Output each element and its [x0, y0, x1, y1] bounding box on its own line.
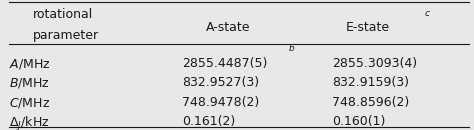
Text: $\it{C}$/MHz: $\it{C}$/MHz	[9, 96, 51, 110]
Text: A-state: A-state	[206, 21, 251, 34]
Text: $\it{A}$/MHz: $\it{A}$/MHz	[9, 57, 51, 71]
Text: 2855.4487(5): 2855.4487(5)	[182, 57, 268, 70]
Text: parameter: parameter	[33, 29, 100, 42]
Text: E-state: E-state	[346, 21, 390, 34]
Text: 748.8596(2): 748.8596(2)	[332, 96, 409, 109]
Text: 2855.3093(4): 2855.3093(4)	[332, 57, 417, 70]
Text: $\Delta_J$/kHz: $\Delta_J$/kHz	[9, 115, 50, 130]
Text: $\it{B}$/MHz: $\it{B}$/MHz	[9, 76, 50, 90]
Text: 832.9527(3): 832.9527(3)	[182, 76, 260, 89]
Text: 748.9478(2): 748.9478(2)	[182, 96, 260, 109]
Text: rotational: rotational	[33, 8, 93, 21]
Text: c: c	[424, 9, 429, 18]
Text: 0.160(1): 0.160(1)	[332, 115, 385, 128]
Text: 832.9159(3): 832.9159(3)	[332, 76, 409, 89]
Text: 0.161(2): 0.161(2)	[182, 115, 236, 128]
Text: b: b	[289, 44, 295, 53]
